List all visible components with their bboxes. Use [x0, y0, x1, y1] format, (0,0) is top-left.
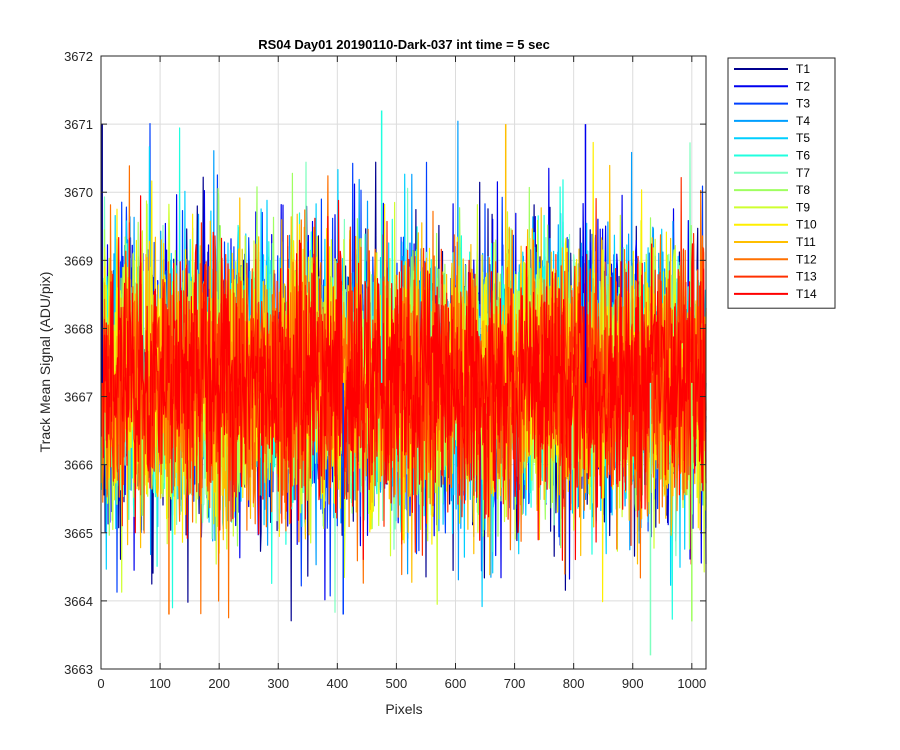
ticks: 0 100 200 300 400 500 600 700 800 900 1000 3663 3664…	[64, 49, 706, 691]
x-axis-label: Pixels	[385, 701, 422, 717]
axes-box	[100, 55, 707, 670]
legend-label-t5: T5	[796, 131, 810, 145]
legend-label-t13: T13	[796, 270, 817, 284]
x-tick-label: 400	[326, 676, 348, 691]
x-tick-label: 1000	[677, 676, 706, 691]
x-tick-label: 200	[208, 676, 230, 691]
legend-label-t6: T6	[796, 149, 810, 163]
legend-box	[727, 57, 836, 309]
axes	[100, 55, 707, 670]
y-tick-label: 3664	[64, 594, 93, 609]
legend-label-t12: T12	[796, 252, 817, 266]
y-tick-label: 3668	[64, 321, 93, 336]
y-tick-label: 3667	[64, 390, 93, 405]
legend-label-t1: T1	[796, 62, 810, 76]
y-tick-label: 3669	[64, 253, 93, 268]
series-line-t13	[101, 177, 707, 556]
x-tick-label: 700	[504, 676, 526, 691]
y-tick-label: 3672	[64, 49, 93, 64]
legend-label-t11: T11	[796, 235, 816, 249]
legend: T1 T2 T3 T4 T5 T6 T7 T8 T9 T10 T11 T12 T13 T14	[727, 57, 836, 309]
x-tick-label: 800	[563, 676, 585, 691]
x-tick-label: 100	[149, 676, 171, 691]
y-tick-label: 3671	[64, 117, 93, 132]
legend-label-t7: T7	[796, 166, 810, 180]
x-tick-label: 0	[97, 676, 104, 691]
legend-label-t14: T14	[796, 287, 817, 301]
y-tick-label: 3665	[64, 526, 93, 541]
legend-label-t10: T10	[796, 218, 817, 232]
series-line-t14	[101, 195, 707, 565]
x-tick-label: 900	[622, 676, 644, 691]
y-tick-label: 3663	[64, 662, 93, 677]
y-tick-label: 3670	[64, 185, 93, 200]
legend-label-t4: T4	[796, 114, 810, 128]
x-tick-label: 300	[267, 676, 289, 691]
legend-label-t2: T2	[796, 79, 810, 93]
chart-title: RS04 Day01 20190110-Dark-037 int time = …	[258, 37, 550, 52]
y-tick-label: 3666	[64, 458, 93, 473]
legend-label-t8: T8	[796, 183, 810, 197]
legend-label-t3: T3	[796, 97, 810, 111]
y-axis-label: Track Mean Signal (ADU/pix)	[37, 272, 53, 453]
series-layer	[101, 110, 707, 656]
legend-label-t9: T9	[796, 200, 810, 214]
x-tick-label: 500	[386, 676, 408, 691]
x-tick-label: 600	[445, 676, 467, 691]
